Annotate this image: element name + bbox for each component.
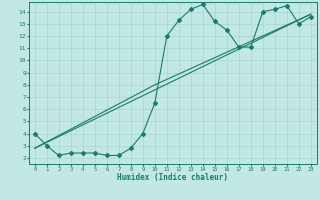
X-axis label: Humidex (Indice chaleur): Humidex (Indice chaleur) — [117, 173, 228, 182]
